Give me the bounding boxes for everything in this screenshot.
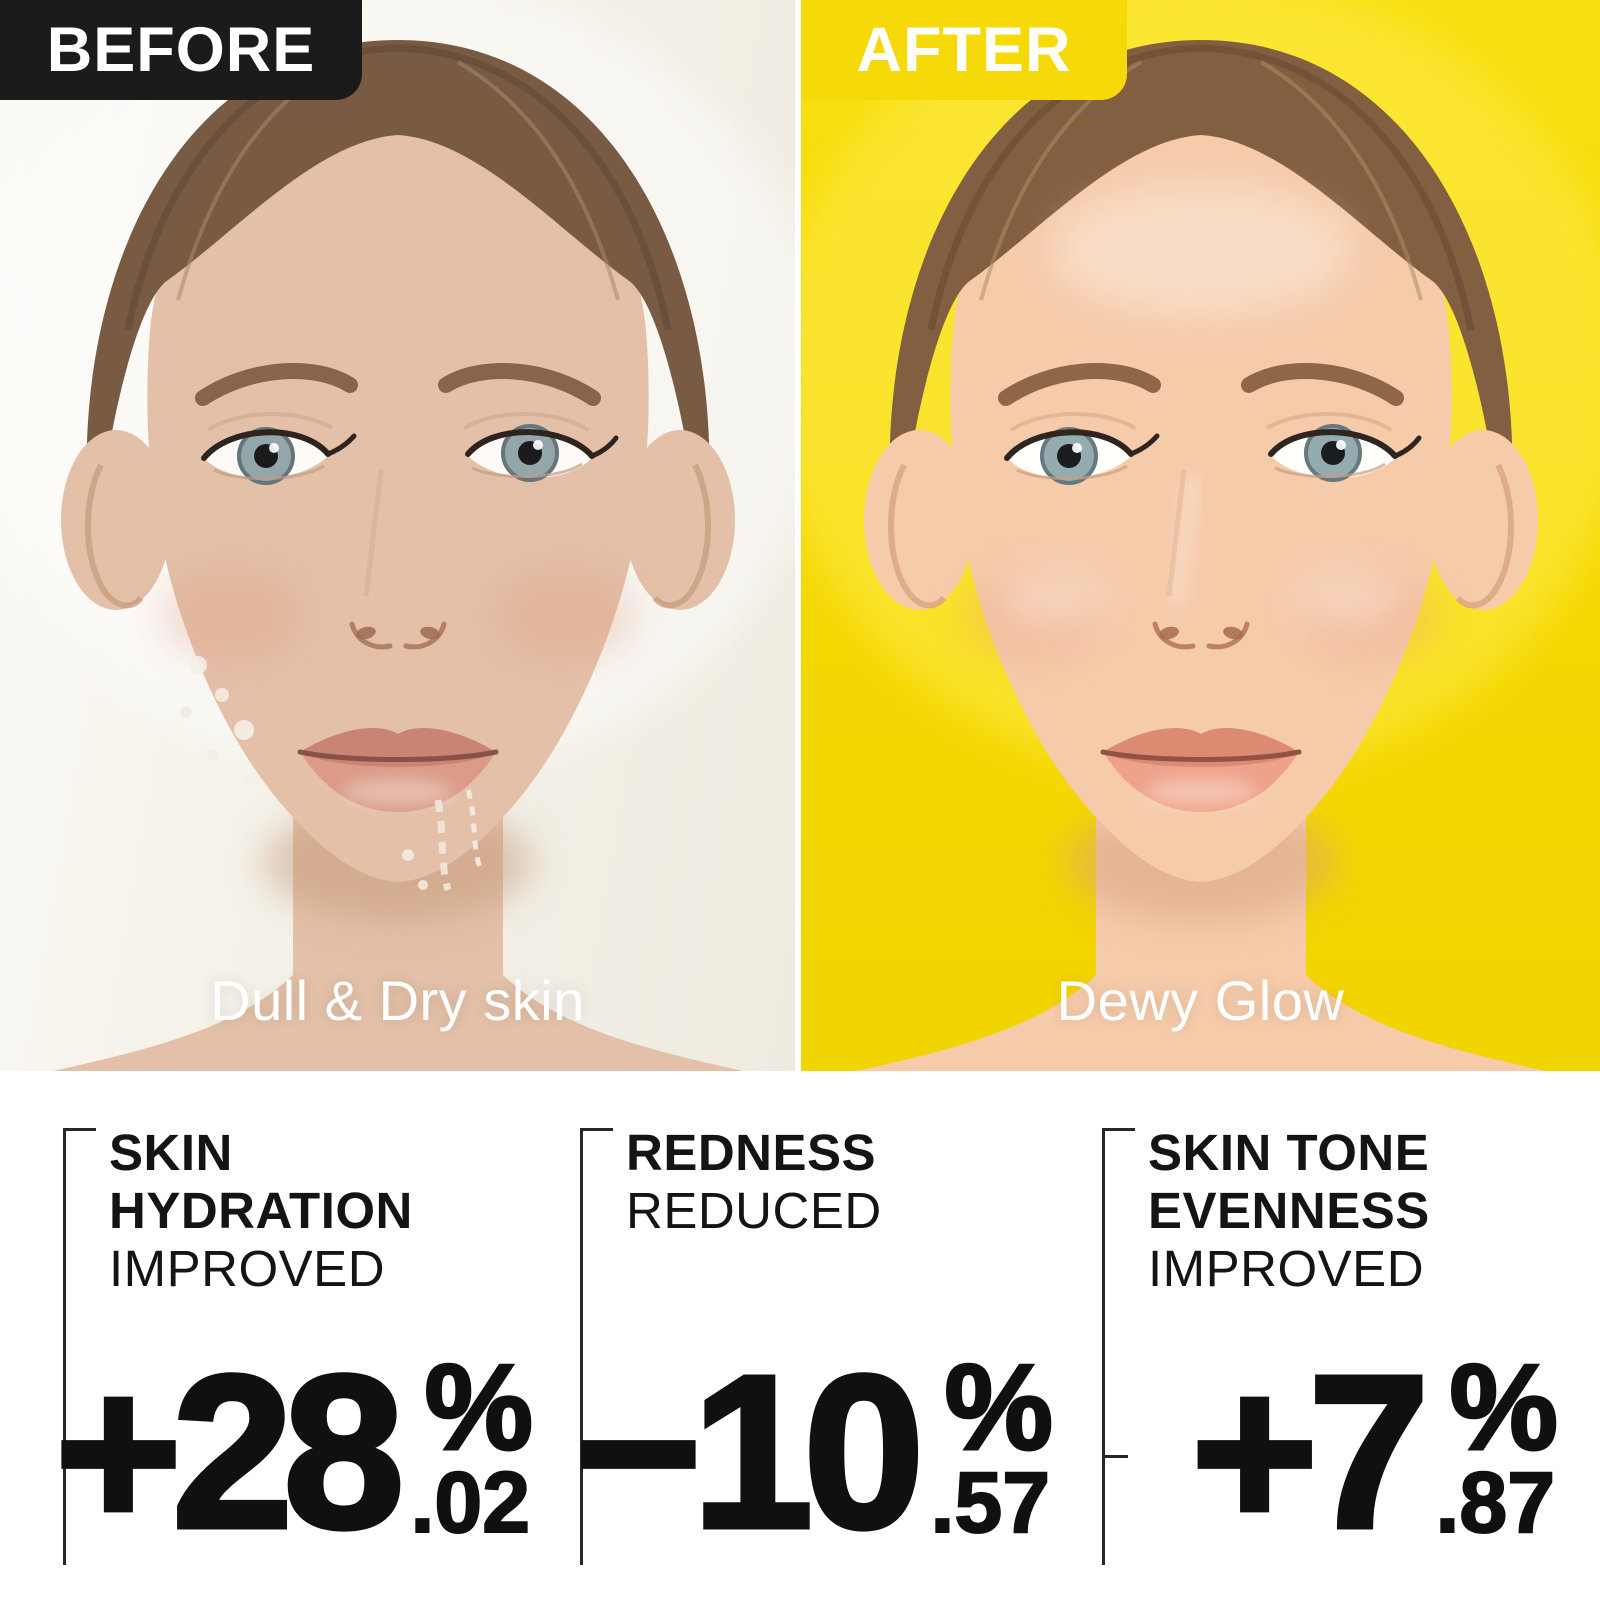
stat-title-line: REDNESS (626, 1124, 877, 1181)
stat-value-fraction: % .02 (410, 1338, 535, 1552)
stat-value-fraction: % .57 (930, 1338, 1055, 1552)
stat-redness: REDNESS REDUCED −10 % .57 (572, 1071, 1055, 1600)
stat-skin-hydration: SKIN HYDRATION IMPROVED +28 % .02 (52, 1071, 535, 1600)
stat-title-line: EVENNESS (1148, 1182, 1430, 1239)
after-caption: Dewy Glow (1056, 969, 1345, 1032)
stat-bracket (580, 1128, 613, 1565)
results-stats: SKIN HYDRATION IMPROVED +28 % .02 REDNES… (0, 1071, 1600, 1600)
stat-title-light: IMPROVED (109, 1240, 386, 1297)
stat-title-light: IMPROVED (1148, 1240, 1425, 1297)
stat-title-light: REDUCED (626, 1182, 882, 1239)
stat-value-main: −10 (572, 1330, 927, 1574)
stat-bracket (63, 1128, 96, 1565)
stat-value-decimal: .87 (1435, 1455, 1557, 1552)
stat-value: +7 % .87 (1188, 1330, 1560, 1574)
stat-skin-tone-evenness: SKIN TONE EVENNESS IMPROVED +7 % .87 (1102, 1071, 1560, 1600)
before-badge: BEFORE (0, 0, 362, 100)
after-panel: Dewy Glow (801, 0, 1600, 1071)
percent-symbol: % (1448, 1338, 1559, 1475)
stat-title-line: SKIN (109, 1124, 233, 1181)
after-badge: AFTER (801, 0, 1127, 100)
stat-title-line: SKIN TONE (1148, 1124, 1430, 1181)
stat-title: SKIN TONE EVENNESS IMPROVED (1148, 1124, 1560, 1298)
stat-value-main: +28 (52, 1330, 407, 1574)
percent-symbol: % (943, 1338, 1054, 1475)
stat-value: −10 % .57 (572, 1330, 1055, 1574)
stat-value-decimal: .57 (930, 1455, 1052, 1552)
photo-comparison: Dull & Dry skin Dewy Glow BEFORE AFTER (0, 0, 1600, 1071)
before-caption: Dull & Dry skin (210, 969, 585, 1032)
stat-value: +28 % .02 (52, 1330, 535, 1574)
stat-title: SKIN HYDRATION IMPROVED (109, 1124, 535, 1298)
stat-value-main: +7 (1188, 1330, 1432, 1574)
stat-value-fraction: % .87 (1435, 1338, 1560, 1552)
stat-title-line: HYDRATION (109, 1182, 413, 1239)
before-face-photo (0, 0, 795, 1071)
after-face-photo (801, 0, 1600, 1071)
percent-symbol: % (423, 1338, 534, 1475)
before-panel: Dull & Dry skin (0, 0, 795, 1071)
stat-title: REDNESS REDUCED (626, 1124, 1055, 1240)
stat-bracket (1102, 1128, 1135, 1565)
stat-value-decimal: .02 (410, 1455, 532, 1552)
